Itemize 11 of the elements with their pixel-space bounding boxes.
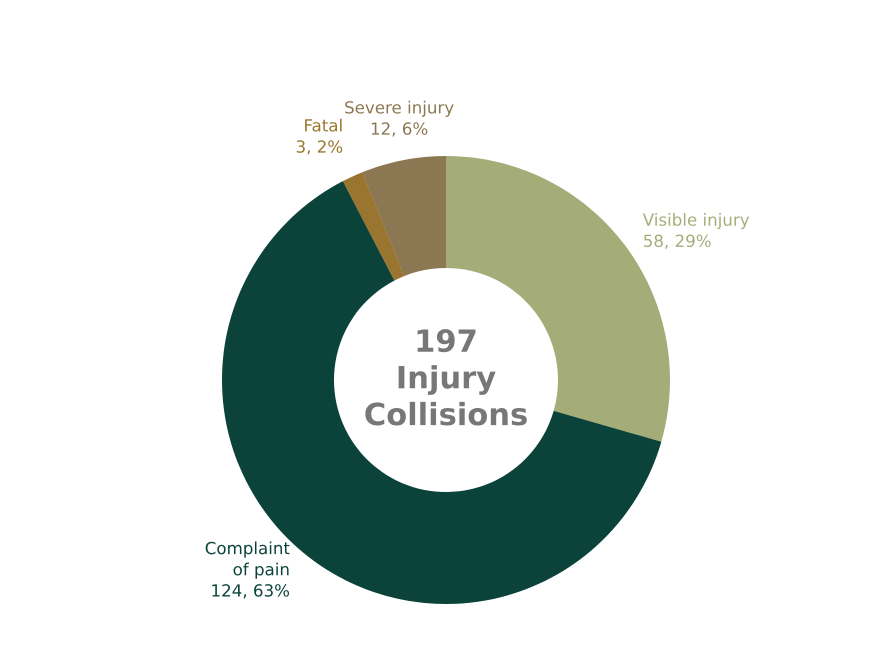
slice-label: Complaint of pain <box>206 541 290 579</box>
data-label: 58, 29% <box>644 234 711 249</box>
slice-label: Visible injury <box>642 213 750 230</box>
slice-label: Severe injury <box>345 100 454 117</box>
data-label: 12, 6% <box>372 122 428 137</box>
slice-label: Fatal <box>305 118 342 132</box>
data-label: 124, 63% <box>212 584 290 598</box>
donut-slice <box>342 172 404 281</box>
donut-slice <box>362 156 446 276</box>
data-label: 3, 2% <box>296 140 342 155</box>
text: 197 Injury Collisions <box>365 329 527 426</box>
